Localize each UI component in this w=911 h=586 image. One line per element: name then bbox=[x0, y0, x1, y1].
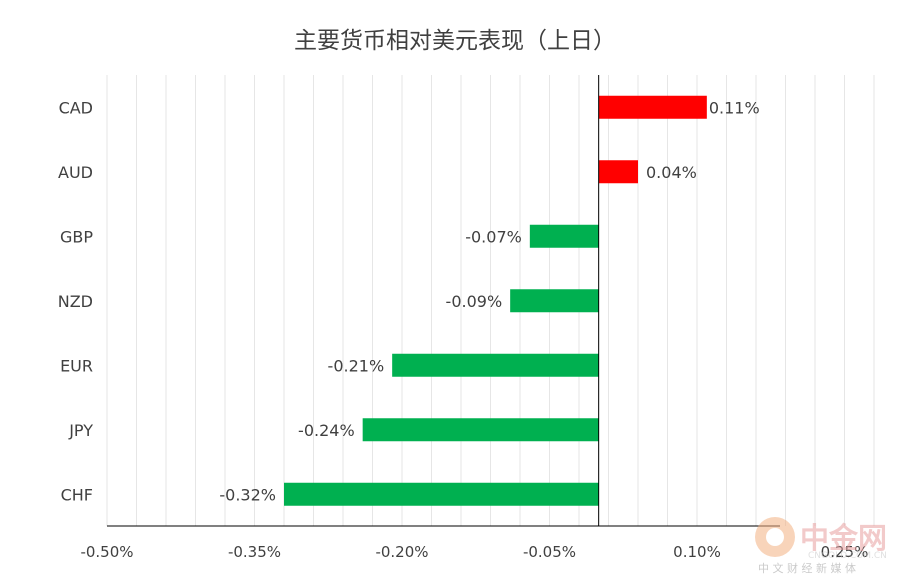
watermark-domain: CNGOLD.COM.CN bbox=[808, 551, 887, 561]
bar-chf bbox=[284, 482, 599, 506]
bar-nzd bbox=[510, 289, 599, 313]
category-label: AUD bbox=[58, 163, 93, 182]
category-label: CHF bbox=[61, 485, 93, 504]
x-tick-label: -0.35% bbox=[228, 543, 281, 561]
data-label-jpy: -0.24% bbox=[298, 421, 355, 440]
chart-title: 主要货币相对美元表现（上日） bbox=[294, 28, 616, 54]
category-label: EUR bbox=[60, 356, 93, 375]
data-labels: 0.11% 0.04% -0.07% -0.09% -0.21% -0.24% -0.32% bbox=[219, 98, 759, 504]
x-tick-label: -0.05% bbox=[523, 543, 576, 561]
grid-lines bbox=[106, 75, 875, 526]
bar-aud bbox=[598, 160, 638, 184]
data-label-aud: 0.04% bbox=[646, 163, 697, 182]
x-tick-label: -0.20% bbox=[375, 543, 428, 561]
x-tick-labels: -0.50% -0.35% -0.20% -0.05% 0.10% 0.25% bbox=[80, 543, 868, 561]
bar-gbp bbox=[529, 224, 599, 248]
category-label: GBP bbox=[60, 227, 93, 246]
logo-inner-icon bbox=[766, 528, 784, 546]
x-tick-label: -0.50% bbox=[80, 543, 133, 561]
category-label: JPY bbox=[68, 421, 93, 440]
data-label-cad: 0.11% bbox=[709, 98, 760, 117]
category-label: CAD bbox=[59, 98, 93, 117]
data-label-eur: -0.21% bbox=[328, 356, 385, 375]
category-labels: CAD AUD GBP NZD EUR JPY CHF bbox=[58, 98, 94, 504]
category-label: NZD bbox=[58, 292, 93, 311]
data-label-nzd: -0.09% bbox=[446, 292, 503, 311]
x-tick-label: 0.10% bbox=[673, 543, 721, 561]
watermark-tagline: 中 文 财 经 新 媒 体 bbox=[758, 561, 856, 575]
bar-eur bbox=[392, 353, 599, 377]
bar-jpy bbox=[362, 418, 599, 442]
x-tick-label: 0.25% bbox=[821, 543, 869, 561]
watermark-brand: 中金网 bbox=[800, 521, 887, 555]
data-label-gbp: -0.07% bbox=[465, 227, 522, 246]
bar-cad bbox=[598, 95, 707, 119]
bars bbox=[284, 95, 707, 506]
data-label-chf: -0.32% bbox=[219, 485, 276, 504]
watermark-logo: 中金网 CNGOLD.COM.CN 中 文 财 经 新 媒 体 bbox=[755, 517, 887, 575]
